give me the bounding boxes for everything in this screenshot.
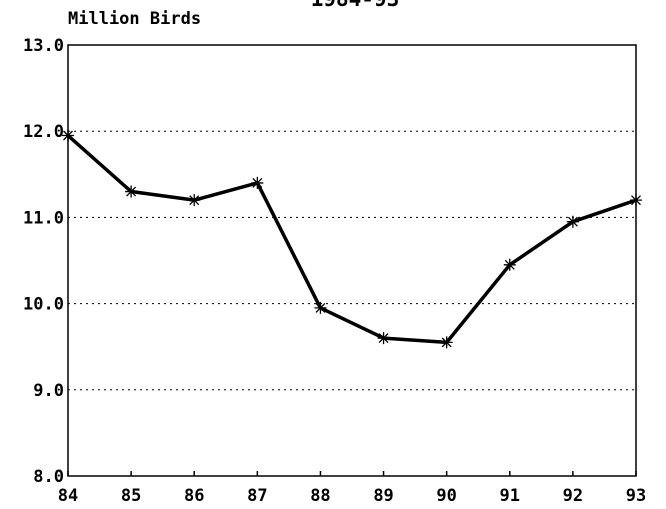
x-tick-label: 85 [121,486,141,506]
x-tick-label: 89 [373,486,393,506]
plot-frame [67,44,637,477]
y-tick-label: 8.0 [33,467,64,487]
data-point [314,301,327,314]
data-point [630,194,642,207]
y-tick-label: 13.0 [23,36,64,56]
data-point [251,176,264,189]
data-point [125,185,138,198]
chart-title: 1984-93 [311,0,400,11]
x-tick-label: 87 [247,486,267,506]
y-axis-label: Million Birds [68,9,201,29]
x-tick-label: 86 [184,486,204,506]
y-tick-label: 10.0 [23,295,64,315]
x-tick-label: 92 [563,486,583,506]
x-tick-label: 84 [58,486,78,506]
data-point [503,258,516,271]
data-line [66,134,637,345]
y-tick-label: 11.0 [23,208,64,228]
data-point [440,336,453,349]
data-point [62,129,74,142]
x-tick-label: 91 [500,486,520,506]
data-point [188,194,201,207]
x-tick-label: 90 [436,486,456,506]
data-point [566,215,579,228]
y-tick-label: 12.0 [23,122,64,142]
x-tick-label: 93 [626,486,646,506]
data-point [377,332,390,345]
y-tick-label: 9.0 [33,381,64,401]
x-tick-label: 88 [310,486,330,506]
